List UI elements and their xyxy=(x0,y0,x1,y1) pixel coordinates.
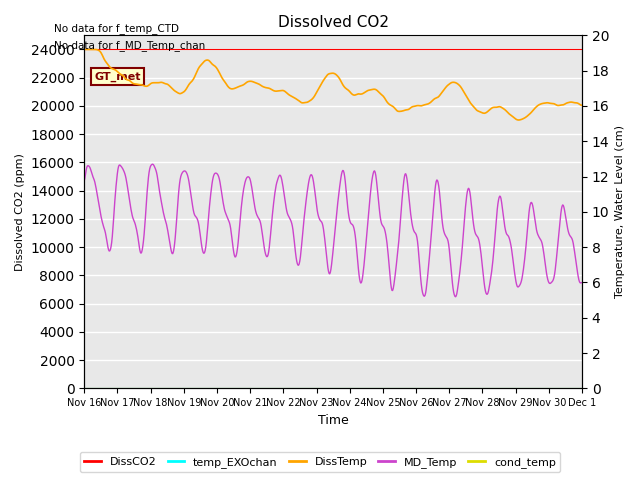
Text: No data for f_temp_CTD: No data for f_temp_CTD xyxy=(54,23,179,34)
Y-axis label: Dissolved CO2 (ppm): Dissolved CO2 (ppm) xyxy=(15,153,25,271)
Legend: DissCO2, temp_EXOchan, DissTemp, MD_Temp, cond_temp: DissCO2, temp_EXOchan, DissTemp, MD_Temp… xyxy=(80,452,560,472)
Text: GT_met: GT_met xyxy=(94,72,141,82)
Text: No data for f_MD_Temp_chan: No data for f_MD_Temp_chan xyxy=(54,40,205,51)
Y-axis label: Temperature, Water Level (cm): Temperature, Water Level (cm) xyxy=(615,125,625,299)
Title: Dissolved CO2: Dissolved CO2 xyxy=(278,15,388,30)
X-axis label: Time: Time xyxy=(317,414,349,427)
